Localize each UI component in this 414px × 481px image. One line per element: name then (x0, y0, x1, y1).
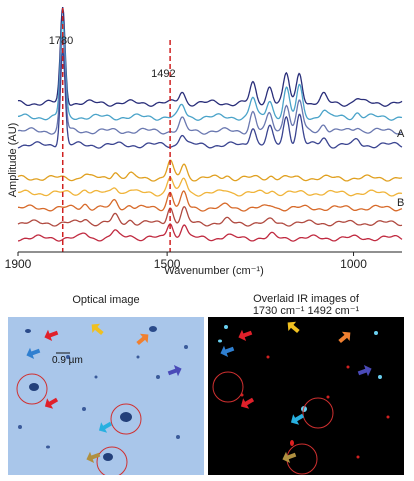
spectra-traces (17, 6, 403, 242)
x-tick-label-1900: 1900 (5, 257, 32, 271)
ir-arrow-cyan-icon (290, 413, 305, 425)
optical-image: 0.9 µm (8, 317, 204, 475)
x-tick-label-1000: 1000 (340, 257, 367, 271)
ir-arrow-brown-icon (282, 451, 297, 463)
ir-title-line-1: Overlaid IR images of (253, 293, 359, 305)
ir-arrow-blue-icon (220, 345, 235, 357)
ir-arrows (220, 321, 372, 463)
arrow-cyan-icon (98, 421, 113, 433)
marker-label-1780: 1780 (49, 35, 73, 47)
marker-label-1492: 1492 (151, 68, 175, 80)
ir-overlay-image (208, 317, 404, 475)
optical-circles (16, 373, 142, 475)
arrow-blue-icon (26, 347, 41, 359)
arrow-purple-icon (167, 365, 182, 377)
ir-circles (212, 371, 334, 475)
ir-spots (218, 325, 390, 459)
ir-arrow-red-icon (238, 329, 253, 341)
series-a-trace-1 (17, 6, 403, 107)
ir-arrow-yellow-icon (287, 321, 300, 334)
group-label-b: B (397, 197, 404, 209)
optical-arrows (26, 323, 182, 463)
arrow-red-2-icon (44, 397, 59, 409)
arrow-yellow-icon (91, 323, 104, 336)
series-b-trace-4 (17, 205, 403, 227)
series-b-trace-3 (18, 190, 403, 212)
series-a-trace-3 (17, 34, 403, 135)
series-b-trace-1 (17, 159, 403, 182)
series-a-trace-4 (17, 50, 403, 149)
ir-title-line-2: 1730 cm⁻¹ 1492 cm⁻¹ (252, 305, 360, 317)
series-b-trace-5 (18, 223, 403, 242)
series-b-trace-2 (18, 176, 403, 197)
spectra-chart: 1780 1492 1900 1500 1000 Wavenumber (cm⁻¹)… (5, 6, 405, 277)
x-tick-label-1500: 1500 (154, 257, 181, 271)
ir-arrow-purple-icon (357, 365, 372, 377)
ir-arrow-orange-icon (338, 331, 351, 344)
series-a-trace-2 (18, 20, 403, 121)
ir-image-title: Overlaid IR images of 1730 cm⁻¹ 1492 cm⁻… (208, 293, 404, 317)
x-axis-label: Wavenumber (cm⁻¹) (164, 265, 264, 277)
group-label-a: A (397, 128, 405, 140)
ir-arrow-red-2-icon (240, 397, 255, 409)
y-axis-label: Amplitude (AU) (7, 123, 19, 198)
arrow-orange-icon (136, 333, 149, 346)
x-axis-ticks: 1900 1500 1000 (5, 252, 367, 271)
optical-image-title: Optical image (72, 294, 140, 306)
optical-particles (18, 326, 188, 461)
scale-bar-label: 0.9 µm (52, 355, 83, 366)
arrow-brown-icon (86, 451, 101, 463)
arrow-red-icon (44, 329, 59, 341)
